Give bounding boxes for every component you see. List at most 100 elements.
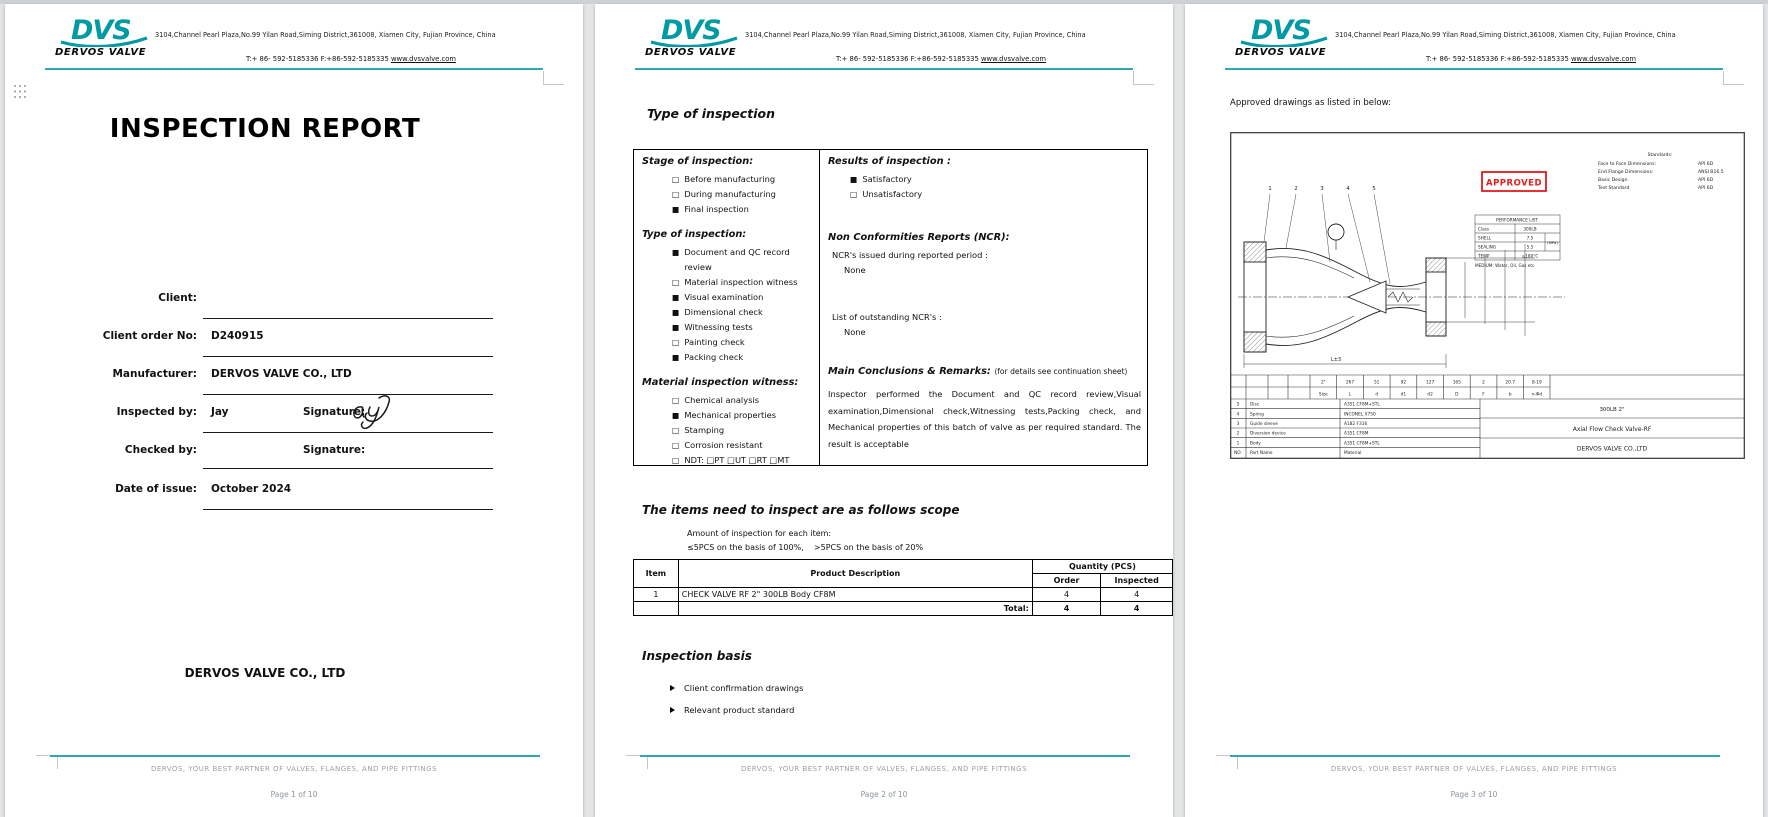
checkbox[interactable]: ■ (672, 248, 680, 257)
svg-text:4: 4 (1346, 186, 1350, 192)
col-header-order: Order (1031, 573, 1102, 588)
standards-block: Standards: Face to Face Dimensions: API 6… (1597, 152, 1724, 191)
checkbox[interactable]: ■ (672, 353, 680, 362)
field-underline (203, 356, 493, 357)
svg-text:Material: Material (1344, 450, 1361, 456)
checkbox-label: Packing check (684, 352, 744, 362)
header-website-link[interactable]: www.dvsvalve.com (390, 55, 457, 63)
checkbox[interactable]: □ (850, 190, 858, 199)
svg-text:End Flange Dimensions:: End Flange Dimensions: (1598, 169, 1654, 175)
dvs-logo-icon: DVS (60, 15, 148, 47)
svg-text:b: b (1509, 392, 1512, 398)
page-number: Page 2 of 10 (860, 790, 908, 799)
checkbox[interactable]: ■ (672, 411, 680, 420)
checkbox[interactable]: □ (672, 441, 680, 450)
page-number: Page 1 of 10 (270, 790, 318, 799)
field-underline (203, 394, 493, 395)
svg-text:165: 165 (1453, 380, 1461, 386)
checkbox-label: Final inspection (684, 204, 749, 214)
svg-text:API 6D: API 6D (1698, 185, 1714, 191)
svg-text:APPROVED: APPROVED (1486, 179, 1542, 189)
drag-handle-icon[interactable] (14, 85, 28, 101)
svg-text:DERVOS VALVE CO.,LTD: DERVOS VALVE CO.,LTD (1577, 446, 1648, 453)
header-address: 3104,Channel Pearl Plaza,No.99 Yilan Roa… (1335, 31, 1676, 39)
cell-empty (633, 601, 679, 616)
svg-text:A351 CF8M+STL: A351 CF8M+STL (1344, 402, 1380, 408)
field-label-manufacturer: Manufacturer: (112, 368, 197, 380)
checkbox[interactable]: □ (672, 456, 680, 465)
section-title-items-scope: The items need to inspect are as follows… (642, 503, 960, 517)
checkbox-row: ■ Dimensional check (642, 305, 816, 320)
valve-drawing-svg: Standards: Face to Face Dimensions: API 6… (1230, 132, 1745, 459)
checkbox[interactable]: □ (672, 426, 680, 435)
svg-text:51: 51 (1374, 380, 1380, 386)
checkbox-row: ■ Final inspection (642, 202, 816, 217)
svg-text:300LB 2": 300LB 2" (1599, 407, 1624, 413)
subsection-type: Type of inspection: (642, 229, 747, 240)
svg-text:Body: Body (1250, 440, 1261, 446)
header-rule (1225, 68, 1723, 70)
checkbox-row: □ Unsatisfactory (828, 187, 1141, 202)
field-underline (203, 468, 493, 469)
svg-text:MEDIUM: Water, Oil, Gas etc.: MEDIUM: Water, Oil, Gas etc. (1475, 263, 1536, 268)
header-website-link[interactable]: www.dvsvalve.com (1570, 55, 1637, 63)
checkbox[interactable]: □ (672, 278, 680, 287)
logo-company-name: DERVOS VALVE (645, 47, 737, 58)
svg-text:2: 2 (1482, 380, 1485, 386)
cell-total-label: Total: (677, 601, 1033, 616)
basis-item: Relevant product standard (670, 705, 794, 715)
dimension-table: 2" 267 51 92 127 165 2 20.7 8-19 Size L d d1 d… (1319, 380, 1542, 398)
field-label-date-of-issue: Date of issue: (115, 483, 197, 495)
svg-text:300LB: 300LB (1523, 227, 1536, 232)
field-value-date-of-issue[interactable]: October 2024 (211, 483, 292, 495)
section-title-type-of-inspection: Type of inspection (647, 106, 775, 121)
field-value-manufacturer[interactable]: DERVOS VALVE CO., LTD (211, 368, 352, 380)
checkbox[interactable]: ■ (672, 293, 680, 302)
parts-list: 5 Disc A351 CF8M+STL 4 Spring INCONEL X750 3… (1234, 402, 1380, 456)
footer-tagline: DERVOS, YOUR BEST PARTNER OF VALVES, FLA… (1330, 765, 1618, 773)
table-total-row: Total: 4 4 (633, 601, 1173, 616)
performance-list: PERFORMANCE LIST Class 300LB SHELL 7.5 SEA… (1474, 214, 1561, 268)
svg-text:A351 CF8M: A351 CF8M (1344, 431, 1369, 437)
field-value-order-no[interactable]: D240915 (211, 330, 264, 342)
logo-company-name: DERVOS VALVE (55, 47, 147, 58)
header-phone: T:+ 86- 592-5185336 F:+86-592-5185335 (1425, 55, 1569, 63)
checkbox[interactable]: □ (672, 338, 680, 347)
checkbox[interactable]: ■ (672, 308, 680, 317)
table-row[interactable]: 1 CHECK VALVE RF 2" 300LB Body CF8M 4 4 (633, 587, 1173, 602)
checkbox-row: □ NDT: □PT □UT □RT □MT (642, 453, 816, 468)
table-column-divider (819, 150, 820, 465)
checkbox[interactable]: □ (672, 396, 680, 405)
checkbox-row: □ During manufacturing (642, 187, 816, 202)
field-value-inspected-by[interactable]: Jay (211, 406, 229, 418)
subsection-stage: Stage of inspection: (642, 156, 754, 167)
svg-text:Standards:: Standards: (1648, 152, 1673, 158)
svg-text:≤180°C: ≤180°C (1522, 254, 1539, 259)
basis-item-label: Relevant product standard (684, 705, 795, 715)
approved-stamp: APPROVED (1481, 171, 1547, 192)
svg-text:d2: d2 (1427, 392, 1433, 398)
checkbox[interactable]: ■ (850, 175, 858, 184)
page-2: DVS DERVOS VALVE 3104,Channel Pearl Plaz… (595, 4, 1174, 817)
technical-drawing: Standards: Face to Face Dimensions: API 6… (1230, 132, 1745, 459)
svg-text:SEALING: SEALING (1478, 245, 1496, 250)
svg-text:127: 127 (1426, 380, 1434, 386)
checkbox[interactable]: ■ (672, 323, 680, 332)
margin-mark (1216, 755, 1238, 769)
field-underline (203, 432, 493, 433)
header-website-link[interactable]: www.dvsvalve.com (980, 55, 1047, 63)
logo-swoosh (1240, 36, 1328, 47)
checkbox-label: Corrosion resistant (684, 440, 763, 450)
checkbox-label: Unsatisfactory (862, 189, 923, 199)
checkbox[interactable]: □ (672, 175, 680, 184)
checkbox[interactable]: ■ (672, 205, 680, 214)
svg-text:d1: d1 (1401, 392, 1407, 398)
checkbox-row: ■ Witnessing tests (642, 320, 816, 335)
col-header-inspected: Inspected (1100, 573, 1173, 588)
svg-text:Part Name: Part Name (1250, 450, 1273, 456)
checkbox-row: □ Painting check (642, 335, 816, 350)
ncr-value-1: None (844, 265, 866, 275)
checkbox-row: ■ Satisfactory (828, 172, 1141, 187)
svg-text:DVS: DVS (1251, 15, 1311, 46)
checkbox[interactable]: □ (672, 190, 680, 199)
